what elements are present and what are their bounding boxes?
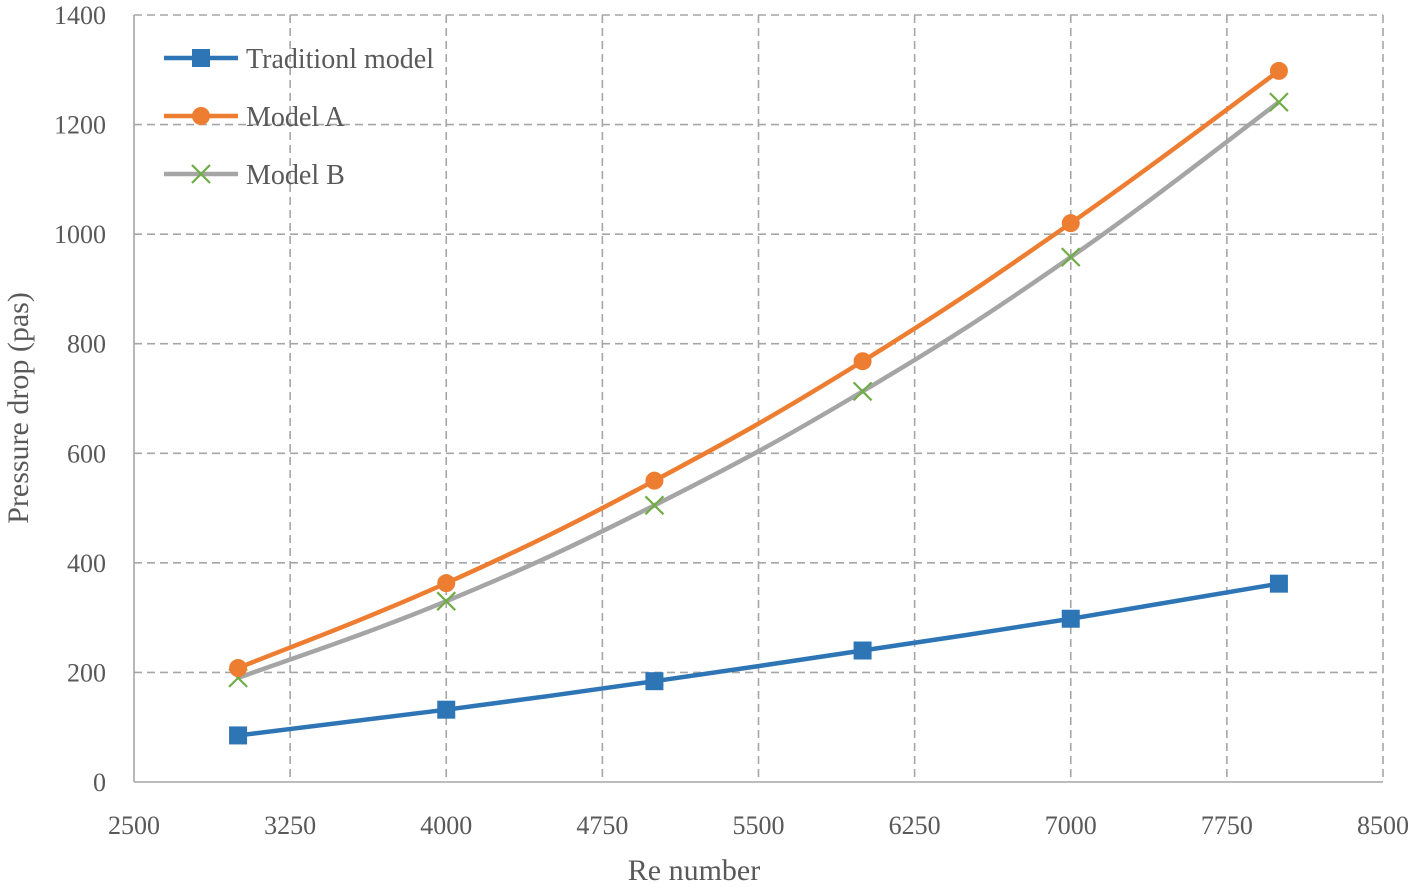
data-point-traditionl-model — [1269, 574, 1288, 593]
legend-label: Model A — [246, 102, 346, 133]
legend: Traditionl model Model A Model B — [164, 44, 434, 191]
y-tick-label: 1200 — [54, 111, 106, 140]
series-model-a — [229, 61, 1288, 678]
y-tick-label: 0 — [93, 768, 106, 797]
series-traditionl-model — [229, 574, 1288, 745]
data-point-model-b — [1269, 92, 1289, 112]
data-point-traditionl-model — [645, 672, 664, 691]
x-tick-label: 5500 — [733, 811, 785, 840]
legend-marker — [192, 107, 210, 125]
legend-label: Traditionl model — [246, 44, 434, 75]
data-point-model-a — [1061, 214, 1080, 233]
legend-marker — [191, 164, 211, 184]
data-point-traditionl-model — [853, 641, 872, 660]
legend-label: Model B — [246, 160, 345, 191]
axes — [133, 15, 1383, 783]
x-tick-label: 2500 — [108, 811, 160, 840]
series-group — [228, 61, 1289, 745]
legend-item-model-a: Model A — [164, 102, 346, 133]
y-tick-label: 600 — [67, 439, 106, 468]
y-tick-label: 400 — [67, 549, 106, 578]
data-point-traditionl-model — [1061, 609, 1080, 628]
x-tick-label: 8500 — [1357, 811, 1409, 840]
legend-item-model-b: Model B — [164, 160, 345, 191]
series-line-model-a — [237, 69, 1281, 671]
series-model-b — [228, 92, 1289, 688]
series-line-traditionl-model — [237, 581, 1280, 738]
y-tick-label: 1000 — [54, 220, 106, 249]
data-point-model-a — [853, 352, 872, 371]
data-point-model-b — [1060, 247, 1081, 267]
x-axis-title: Re number — [628, 854, 760, 887]
data-point-model-a — [229, 659, 248, 678]
x-tick-label: 7000 — [1045, 811, 1097, 840]
y-tick-label: 200 — [67, 658, 106, 687]
y-tick-label: 1400 — [54, 1, 106, 30]
series-line-model-b — [237, 100, 1281, 681]
y-tick-label: 800 — [67, 330, 106, 359]
x-tick-label: 3250 — [264, 811, 316, 840]
grid-lines — [134, 14, 1384, 782]
data-point-traditionl-model — [437, 700, 456, 719]
x-tick-label: 4750 — [576, 811, 628, 840]
data-point-traditionl-model — [229, 726, 248, 745]
data-point-model-b — [436, 591, 457, 611]
x-tick-label: 7750 — [1201, 811, 1253, 840]
data-point-model-a — [645, 471, 664, 490]
data-point-model-b — [852, 381, 873, 402]
data-point-model-a — [437, 574, 456, 593]
x-tick-label: 6250 — [889, 811, 941, 840]
data-point-model-a — [1269, 61, 1288, 80]
legend-marker — [192, 49, 210, 67]
data-point-model-b — [644, 495, 665, 516]
y-axis-title: Pressure drop (pas) — [2, 292, 35, 524]
legend-item-traditionl-model: Traditionl model — [164, 44, 434, 75]
x-tick-label: 4000 — [420, 811, 472, 840]
tick-labels: 2500 3250 4000 4750 5500 6250 7000 7750 8500 0 200… — [54, 1, 1409, 840]
